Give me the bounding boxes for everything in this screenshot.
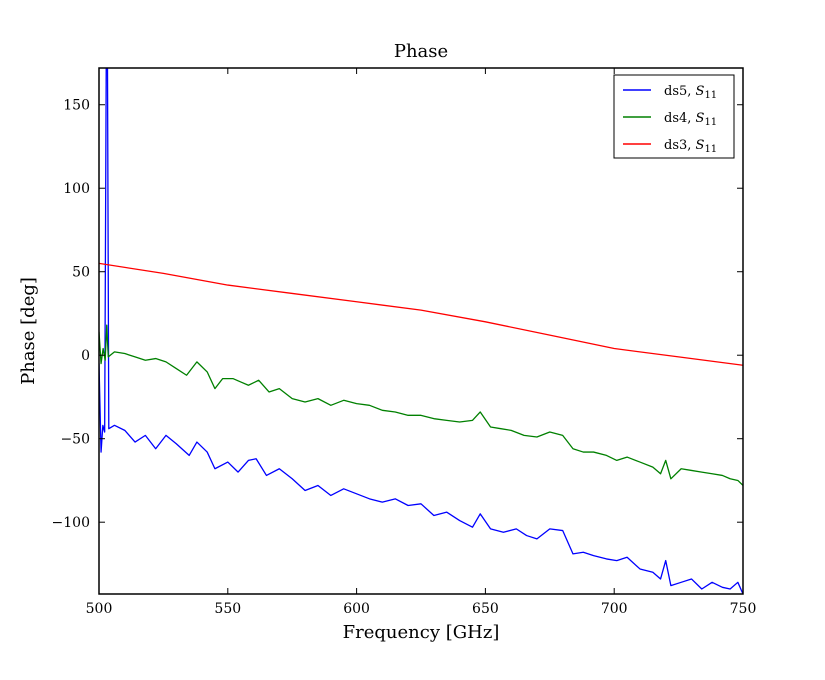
series-line-2 (99, 324, 743, 486)
x-tick-label: 500 (86, 601, 113, 617)
y-tick-label: 100 (63, 181, 90, 197)
y-tick-label: −50 (60, 432, 90, 448)
y-tick-label: 50 (72, 265, 90, 281)
legend-label-3: ds3, S11 (664, 138, 717, 155)
plot-frame (98, 67, 744, 595)
legend: ds5, S11 ds4, S11 ds3, S11 (613, 74, 735, 159)
chart-title: Phase (394, 41, 448, 62)
y-axis-label: Phase [deg] (18, 277, 39, 385)
legend-label-2: ds4, S11 (664, 111, 717, 128)
x-tick-label: 600 (343, 601, 370, 617)
series-line-1 (99, 68, 743, 594)
legend-label-1: ds5, S11 (664, 84, 717, 101)
ticks-layer: 500 550 600 650 700 750 −100 −50 0 50 100 150 (52, 68, 757, 617)
x-tick-label: 650 (472, 601, 499, 617)
y-tick-label: −100 (52, 515, 90, 531)
x-axis-label: Frequency [GHz] (343, 622, 500, 643)
series-line-3 (99, 262, 743, 366)
x-tick-label: 550 (214, 601, 241, 617)
x-tick-label: 750 (730, 601, 757, 617)
y-tick-label: 150 (63, 98, 90, 114)
x-tick-label: 700 (601, 601, 628, 617)
series-layer (99, 68, 743, 594)
y-tick-label: 0 (81, 348, 90, 364)
